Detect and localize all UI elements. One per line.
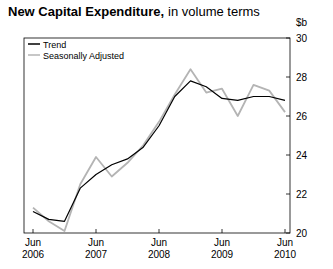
legend-label: Seasonally Adjusted: [43, 51, 124, 61]
x-tick-label: Jun2008: [148, 237, 171, 260]
title-main: New Capital Expenditure,: [8, 4, 164, 19]
plot-frame: [24, 38, 290, 233]
legend-label: Trend: [43, 40, 66, 50]
chart: New Capital Expenditure, in volume terms $…: [0, 0, 333, 269]
plot-area: [33, 69, 285, 231]
y-tick-label: 26: [296, 111, 308, 122]
x-tick-label: Jun2007: [85, 237, 108, 260]
y-tick: [286, 77, 290, 78]
x-tick-label: Jun2010: [274, 237, 297, 260]
series-line: [33, 69, 285, 231]
x-tick: [222, 229, 223, 233]
x-tick: [159, 229, 160, 233]
legend-swatch: [28, 54, 40, 56]
y-axis-label: $b: [296, 17, 308, 28]
x-tick: [96, 229, 97, 233]
series-line: [33, 81, 285, 221]
subtitle: in volume terms: [168, 4, 260, 19]
y-tick-label: 22: [296, 189, 308, 200]
x-tick-label: Jun2006: [22, 237, 45, 260]
y-tick: [286, 116, 290, 117]
y-tick-label: 20: [296, 228, 308, 239]
y-tick: [286, 155, 290, 156]
x-tick: [33, 229, 34, 233]
y-tick: [286, 194, 290, 195]
legend-swatch: [28, 43, 40, 45]
y-tick-label: 28: [296, 72, 308, 83]
x-tick: [285, 229, 286, 233]
y-tick: [286, 38, 290, 39]
y-tick-label: 30: [296, 33, 308, 44]
x-tick-label: Jun2009: [211, 237, 234, 260]
y-tick: [286, 233, 290, 234]
y-tick-label: 24: [296, 150, 308, 161]
title: New Capital Expenditure, in volume terms: [8, 4, 260, 19]
